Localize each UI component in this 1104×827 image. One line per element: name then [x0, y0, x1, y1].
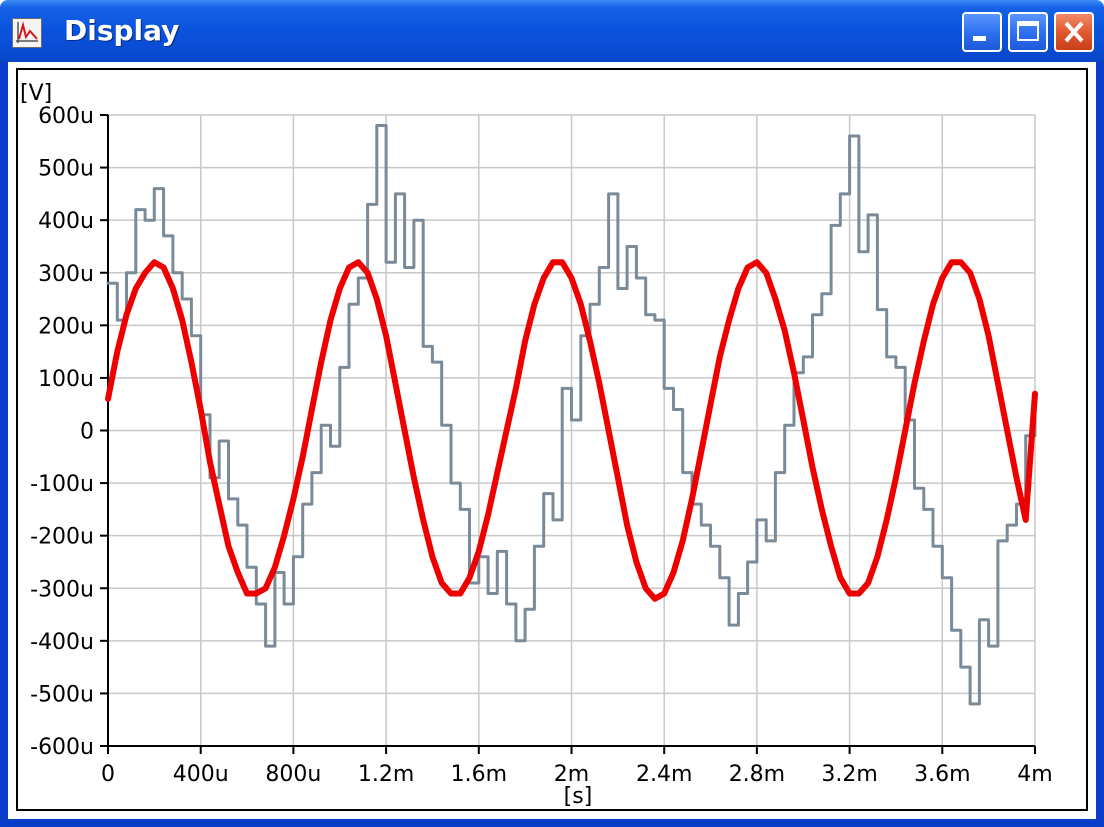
y-tick-label: 0 — [80, 420, 94, 445]
minimize-icon — [973, 36, 986, 41]
waveform-glyph-icon — [16, 21, 38, 43]
grid-lines — [107, 114, 1036, 747]
x-tick-label: 800u — [265, 762, 321, 787]
x-tick-label: 3.6m — [914, 762, 970, 787]
y-tick-label: 200u — [38, 314, 94, 339]
x-tick-labels: 0 400u 800u 1.2m 1.6m 2m 2.4m 2.8m 3.2m 3.6m 4m — [101, 762, 1053, 787]
y-tick-labels: 600u 500u 400u 300u 200u 100u 0 -100u -200u -300u… — [30, 104, 94, 760]
x-tick-label: 2m — [554, 762, 589, 787]
plot-frame: 600u 500u 400u 300u 200u 100u 0 -100u -200u -300u… — [16, 68, 1088, 811]
axes — [100, 114, 1036, 754]
waveform-chart[interactable]: 600u 500u 400u 300u 200u 100u 0 -100u -200u -300u… — [18, 70, 1086, 809]
y-axis-label: [V] — [20, 81, 52, 106]
x-tick-label: 3.2m — [821, 762, 877, 787]
window-title: Display — [64, 14, 180, 47]
noisy-signal-line — [106, 124, 1037, 706]
x-axis-label: [s] — [564, 784, 593, 809]
series-group — [105, 124, 1038, 706]
x-tick-label: 2.8m — [729, 762, 785, 787]
maximize-icon — [1017, 21, 1039, 41]
client-area: 600u 500u 400u 300u 200u 100u 0 -100u -200u -300u… — [8, 62, 1096, 819]
filtered-signal-line — [105, 259, 1038, 602]
y-tick-label: 600u — [38, 104, 94, 129]
y-tick-label: -300u — [30, 577, 94, 602]
title-bar[interactable]: Display — [0, 0, 1104, 62]
x-tick-label: 2.4m — [636, 762, 692, 787]
y-tick-label: -400u — [30, 630, 94, 655]
y-tick-label: 100u — [38, 367, 94, 392]
y-tick-label: 500u — [38, 157, 94, 182]
x-tick-label: 1.2m — [358, 762, 414, 787]
close-icon — [1064, 21, 1084, 43]
waveform-app-icon[interactable] — [12, 18, 42, 48]
minimize-button[interactable] — [962, 12, 1002, 52]
y-tick-label: -500u — [30, 682, 94, 707]
x-tick-label: 0 — [101, 762, 115, 787]
y-tick-label: 300u — [38, 262, 94, 287]
close-button[interactable] — [1054, 12, 1094, 52]
y-tick-label: -100u — [30, 472, 94, 497]
x-tick-label: 4m — [1017, 762, 1052, 787]
x-tick-label: 400u — [173, 762, 229, 787]
y-tick-label: -200u — [30, 525, 94, 550]
y-tick-label: 400u — [38, 209, 94, 234]
maximize-button[interactable] — [1008, 12, 1048, 52]
y-tick-label: -600u — [30, 735, 94, 760]
x-tick-label: 1.6m — [451, 762, 507, 787]
